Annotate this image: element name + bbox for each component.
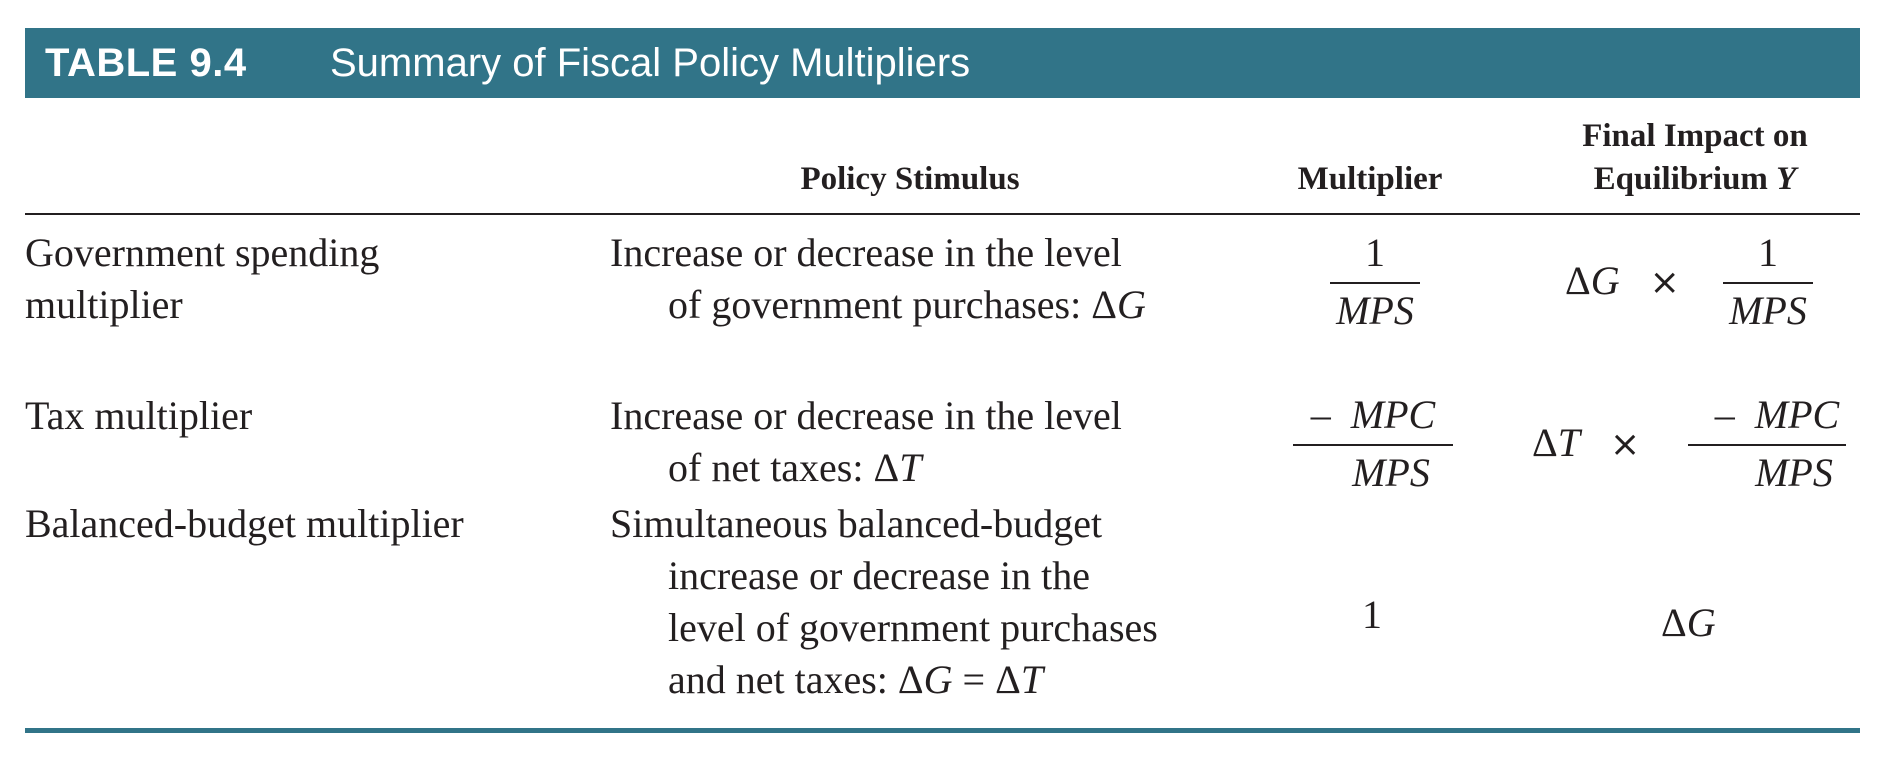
row-2-impact-mpc: MPC	[1754, 392, 1840, 437]
times-symbol: ×	[1609, 424, 1641, 465]
header-policy-stimulus: Policy Stimulus	[800, 161, 1020, 197]
row-1-stimulus-line1: Increase or decrease in the level	[610, 230, 1122, 275]
header-final-impact-line1: Final Impact on	[1582, 118, 1808, 154]
table-title: Summary of Fiscal Policy Multipliers	[330, 40, 971, 85]
row-1-impact-denominator: MPS	[1729, 288, 1807, 333]
fraction-bar	[1723, 282, 1813, 284]
row-2-multiplier-denominator: MPS	[1352, 450, 1430, 495]
minus-sign: –	[1714, 392, 1735, 437]
row-1-impact-expression: ΔG ×	[1565, 258, 1680, 306]
times-symbol: ×	[1649, 262, 1680, 303]
header-divider	[25, 213, 1860, 215]
header-final-impact-line2: Equilibrium	[1593, 161, 1768, 197]
row-3-stimulus-line4: and net taxes: ΔG = ΔT	[610, 654, 1250, 706]
table-number: TABLE 9.4	[45, 40, 247, 85]
table-bottom-rule	[25, 728, 1860, 733]
row-2-impact-fraction: – MPC MPS	[1688, 392, 1846, 496]
row-3-stimulus-equals: = Δ	[952, 657, 1021, 702]
row-1-stimulus-line2-text: of government purchases: Δ	[668, 282, 1117, 327]
delta-symbol: Δ	[1565, 258, 1591, 303]
fraction-bar	[1293, 444, 1453, 446]
row-2-multiplier-fraction: – MPC MPS	[1293, 392, 1453, 496]
fraction-bar	[1330, 282, 1420, 284]
row-2-stimulus: Increase or decrease in the level of net…	[610, 390, 1250, 494]
header-multiplier: Multiplier	[1297, 161, 1443, 197]
row-3-multiplier: 1	[1362, 592, 1382, 637]
minus-sign: –	[1310, 392, 1331, 437]
row-1-impact-var: G	[1590, 258, 1620, 303]
row-1-name: Government spending multiplier	[25, 227, 585, 331]
row-1-stimulus-line2: of government purchases: ΔG	[610, 279, 1250, 331]
row-2-stimulus-var: T	[899, 445, 922, 490]
row-2-multiplier-numerator: – MPC	[1311, 392, 1435, 438]
row-2-impact-denominator: MPS	[1755, 450, 1833, 495]
row-2-multiplier-mpc: MPC	[1350, 392, 1436, 437]
row-2-impact-expression: ΔT ×	[1532, 420, 1640, 468]
row-2-impact-var: T	[1557, 420, 1580, 465]
header-final-impact: Final Impact on Equilibrium Y	[1530, 115, 1860, 201]
row-1-impact-numerator: 1	[1758, 230, 1778, 275]
row-2-name-line1: Tax multiplier	[25, 393, 253, 438]
row-1-multiplier-numerator: 1	[1365, 230, 1385, 275]
row-3-stimulus-var-g: G	[923, 657, 953, 702]
delta-symbol: Δ	[1532, 420, 1558, 465]
row-1-stimulus-var: G	[1116, 282, 1146, 327]
row-1-impact-fraction: 1 MPS	[1723, 230, 1813, 334]
row-3-stimulus: Simultaneous balanced-budget increase or…	[610, 498, 1250, 706]
delta-symbol: Δ	[1661, 600, 1687, 645]
row-2-stimulus-line2: of net taxes: ΔT	[610, 442, 1250, 494]
table-title-bar: TABLE 9.4 Summary of Fiscal Policy Multi…	[25, 28, 1860, 98]
row-2-name: Tax multiplier	[25, 390, 585, 442]
row-3-name-line1: Balanced-budget multiplier	[25, 501, 464, 546]
row-1-name-line2: multiplier	[25, 282, 183, 327]
row-3-stimulus-line4-text: and net taxes: Δ	[668, 657, 924, 702]
row-3-impact-expression: ΔG	[1661, 600, 1716, 646]
row-3-stimulus-var-t: T	[1020, 657, 1044, 702]
row-3-stimulus-line3: level of government purchases	[668, 605, 1158, 650]
row-1-multiplier-fraction: 1 MPS	[1330, 230, 1420, 334]
row-3-name: Balanced-budget multiplier	[25, 498, 585, 550]
row-2-stimulus-line2-text: of net taxes: Δ	[668, 445, 900, 490]
fraction-bar	[1688, 444, 1846, 446]
row-1-name-line1: Government spending	[25, 230, 380, 275]
row-2-impact-numerator: – MPC	[1695, 392, 1839, 438]
row-3-stimulus-line2: increase or decrease in the	[668, 553, 1090, 598]
row-2-stimulus-line1: Increase or decrease in the level	[610, 393, 1122, 438]
row-3-stimulus-line1: Simultaneous balanced-budget	[610, 501, 1103, 546]
row-1-multiplier-denominator: MPS	[1336, 288, 1414, 333]
header-final-impact-var: Y	[1776, 161, 1797, 197]
row-1-stimulus: Increase or decrease in the level of gov…	[610, 227, 1250, 331]
row-3-impact-var: G	[1686, 600, 1716, 645]
